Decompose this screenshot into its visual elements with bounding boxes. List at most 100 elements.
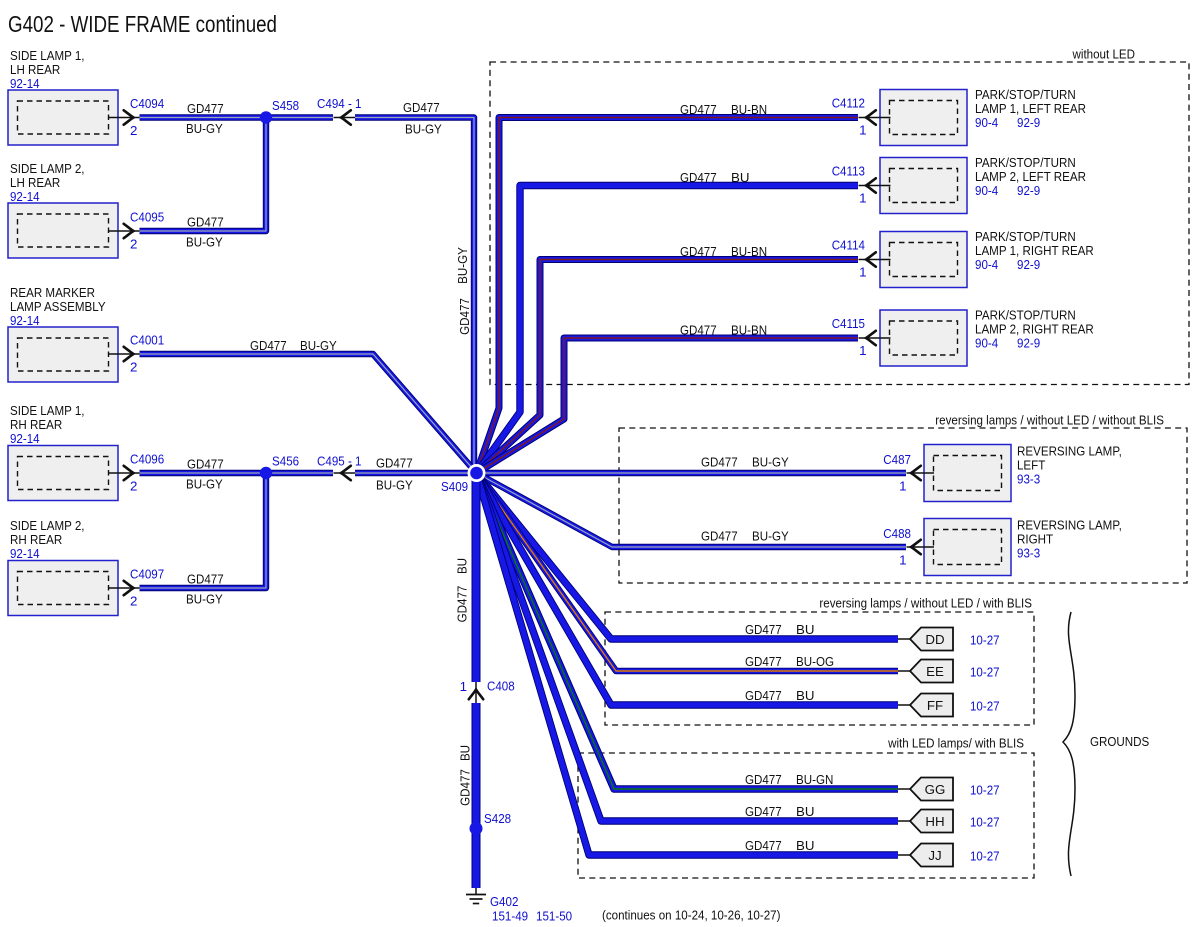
svg-text:1: 1 (859, 265, 866, 280)
svg-text:LAMP ASSEMBLY: LAMP ASSEMBLY (10, 299, 106, 314)
svg-text:without LED: without LED (1072, 47, 1135, 62)
svg-text:C4095: C4095 (130, 210, 164, 225)
svg-text:REVERSING LAMP,: REVERSING LAMP, (1017, 518, 1122, 533)
svg-text:92-14: 92-14 (10, 313, 40, 328)
svg-text:2: 2 (130, 237, 137, 252)
svg-text:with LED lamps/ with BLIS: with LED lamps/ with BLIS (887, 736, 1024, 751)
svg-text:C495 - 1: C495 - 1 (317, 454, 362, 469)
svg-text:GD477: GD477 (680, 323, 717, 338)
svg-text:BU-GY: BU-GY (186, 235, 223, 250)
svg-text:10-27: 10-27 (970, 633, 1000, 648)
svg-text:C494 - 1: C494 - 1 (317, 96, 362, 111)
svg-text:LAMP 2, RIGHT REAR: LAMP 2, RIGHT REAR (975, 322, 1094, 337)
svg-text:151-49: 151-49 (492, 909, 528, 924)
svg-text:1: 1 (899, 479, 906, 494)
svg-text:SIDE LAMP 1,: SIDE LAMP 1, (10, 403, 85, 418)
svg-text:GD477: GD477 (745, 622, 782, 637)
svg-text:BU-GY: BU-GY (455, 247, 470, 284)
svg-text:BU-GN: BU-GN (796, 772, 833, 787)
svg-text:BU: BU (796, 804, 814, 819)
svg-text:G402: G402 (490, 894, 518, 909)
svg-text:1: 1 (460, 679, 467, 694)
svg-text:90-4: 90-4 (975, 115, 998, 130)
svg-text:2: 2 (130, 123, 137, 138)
svg-text:1: 1 (859, 123, 866, 138)
svg-text:S456: S456 (272, 454, 299, 469)
svg-text:90-4: 90-4 (975, 257, 998, 272)
svg-text:S458: S458 (272, 98, 299, 113)
svg-text:BU-BN: BU-BN (731, 244, 767, 259)
svg-text:2: 2 (130, 360, 137, 375)
svg-text:BU: BU (458, 745, 473, 761)
svg-text:1: 1 (859, 343, 866, 358)
svg-text:92-14: 92-14 (10, 76, 40, 91)
svg-text:S409: S409 (441, 479, 468, 494)
svg-text:LAMP 1, LEFT REAR: LAMP 1, LEFT REAR (975, 101, 1086, 116)
svg-text:2: 2 (130, 479, 137, 494)
svg-text:92-14: 92-14 (10, 189, 40, 204)
svg-text:GD477: GD477 (701, 529, 738, 544)
svg-text:GD477: GD477 (680, 244, 717, 259)
svg-text:10-27: 10-27 (970, 815, 1000, 830)
svg-text:REAR MARKER: REAR MARKER (10, 285, 95, 300)
svg-text:10-27: 10-27 (970, 699, 1000, 714)
svg-text:GROUNDS: GROUNDS (1090, 734, 1149, 749)
svg-text:GD477: GD477 (745, 688, 782, 703)
svg-text:GD477: GD477 (457, 298, 472, 335)
svg-text:PARK/STOP/TURN: PARK/STOP/TURN (975, 87, 1076, 102)
svg-text:C4001: C4001 (130, 333, 164, 348)
svg-text:1: 1 (899, 553, 906, 568)
svg-text:BU-GY: BU-GY (752, 529, 789, 544)
svg-text:BU: BU (796, 688, 814, 703)
svg-text:GD477: GD477 (187, 215, 224, 230)
svg-text:C4096: C4096 (130, 452, 164, 467)
svg-text:GD477: GD477 (376, 456, 413, 471)
svg-text:BU-GY: BU-GY (376, 478, 413, 493)
svg-text:C4114: C4114 (832, 238, 865, 253)
svg-text:10-27: 10-27 (970, 783, 1000, 798)
svg-text:90-4: 90-4 (975, 336, 998, 351)
svg-text:GD477: GD477 (250, 338, 287, 353)
svg-text:GD477: GD477 (680, 102, 717, 117)
svg-text:BU-GY: BU-GY (186, 121, 223, 136)
svg-text:LH REAR: LH REAR (10, 62, 60, 77)
svg-text:(continues on 10-24, 10-26, 10: (continues on 10-24, 10-26, 10-27) (602, 908, 781, 923)
svg-text:BU: BU (796, 622, 814, 637)
svg-text:RH REAR: RH REAR (10, 417, 62, 432)
svg-text:GD477: GD477 (455, 586, 470, 623)
svg-text:SIDE LAMP 2,: SIDE LAMP 2, (10, 161, 85, 176)
svg-text:FF: FF (927, 698, 943, 713)
svg-text:C4113: C4113 (832, 164, 865, 179)
svg-text:GD477: GD477 (187, 572, 224, 587)
svg-text:RH REAR: RH REAR (10, 532, 62, 547)
svg-text:90-4: 90-4 (975, 183, 998, 198)
svg-text:BU-GY: BU-GY (405, 122, 442, 137)
svg-text:JJ: JJ (928, 848, 941, 863)
svg-text:BU-BN: BU-BN (731, 102, 767, 117)
svg-text:C4115: C4115 (832, 316, 865, 331)
svg-text:93-3: 93-3 (1017, 546, 1040, 561)
svg-text:BU: BU (796, 838, 814, 853)
svg-text:LAMP 2, LEFT REAR: LAMP 2, LEFT REAR (975, 169, 1086, 184)
svg-text:GD477: GD477 (458, 769, 473, 806)
svg-text:LAMP 1, RIGHT REAR: LAMP 1, RIGHT REAR (975, 243, 1094, 258)
svg-text:93-3: 93-3 (1017, 472, 1040, 487)
svg-text:10-27: 10-27 (970, 665, 1000, 680)
svg-text:92-14: 92-14 (10, 431, 40, 446)
svg-text:PARK/STOP/TURN: PARK/STOP/TURN (975, 229, 1076, 244)
svg-text:C4094: C4094 (130, 96, 164, 111)
svg-text:GD477: GD477 (745, 804, 782, 819)
svg-text:BU-GY: BU-GY (300, 338, 337, 353)
svg-text:G402 - WIDE FRAME continued: G402 - WIDE FRAME continued (8, 11, 277, 37)
svg-text:GD477: GD477 (187, 457, 224, 472)
svg-text:C4112: C4112 (832, 96, 865, 111)
svg-text:GD477: GD477 (745, 838, 782, 853)
svg-text:PARK/STOP/TURN: PARK/STOP/TURN (975, 155, 1076, 170)
svg-text:C4097: C4097 (130, 567, 164, 582)
svg-text:BU-GY: BU-GY (186, 592, 223, 607)
svg-text:EE: EE (926, 664, 944, 679)
svg-text:RIGHT: RIGHT (1017, 532, 1053, 547)
svg-text:SIDE LAMP 2,: SIDE LAMP 2, (10, 518, 85, 533)
svg-text:S428: S428 (484, 811, 511, 826)
svg-text:GD477: GD477 (701, 455, 738, 470)
